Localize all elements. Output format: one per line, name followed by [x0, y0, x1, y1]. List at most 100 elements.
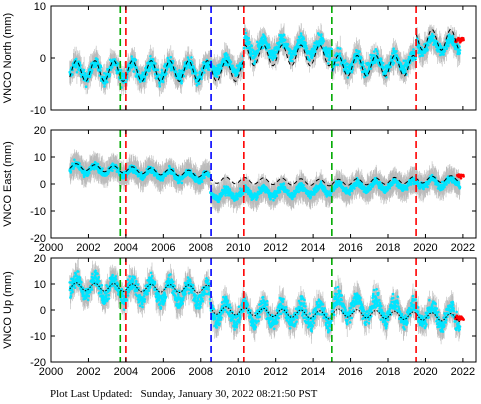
data-point: [310, 56, 314, 60]
data-point: [277, 47, 281, 50]
data-point: [250, 44, 253, 48]
data-point: [247, 36, 251, 40]
data-point: [458, 49, 462, 52]
data-point: [364, 69, 367, 73]
model-line-3: [331, 54, 417, 77]
data-point: [327, 58, 331, 62]
data-point: [381, 61, 385, 65]
model-line-2: [243, 44, 333, 67]
data-point: [102, 77, 106, 81]
data-point: [330, 47, 334, 51]
data-point: [438, 42, 442, 46]
data-point: [442, 53, 445, 56]
data-point: [130, 65, 134, 69]
data-point: [308, 59, 312, 62]
data-point: [143, 75, 147, 79]
data-point: [327, 62, 330, 65]
data-point: [220, 67, 223, 70]
error-bars: [69, 149, 461, 214]
data-point: [445, 47, 449, 50]
data-point: [282, 33, 286, 37]
data-point: [171, 59, 175, 63]
data-point: [165, 67, 169, 71]
data-point: [248, 45, 251, 49]
data-point: [147, 62, 151, 66]
data-point: [369, 67, 373, 70]
data-point: [182, 74, 186, 78]
data-point: [427, 44, 430, 47]
data-point: [443, 49, 447, 53]
data-point: [304, 41, 307, 45]
data-point: [261, 46, 265, 50]
data-point: [96, 58, 99, 61]
y-axis-label: VNCO North (mm): [2, 13, 14, 103]
data-point: [320, 33, 323, 36]
data-point: [75, 71, 79, 74]
data-point: [322, 40, 326, 43]
data-point: [113, 58, 117, 61]
data-point: [374, 48, 378, 51]
data-point: [78, 61, 82, 65]
data-point: [336, 63, 340, 67]
data-point: [109, 68, 112, 71]
data-point: [431, 32, 434, 36]
data-point: [271, 58, 275, 62]
data-point: [264, 37, 267, 41]
data-point: [286, 42, 290, 46]
data-point: [379, 57, 383, 61]
data-point: [338, 52, 342, 55]
data-point: [149, 55, 152, 58]
data-point: [355, 49, 358, 52]
data-point: [195, 71, 198, 75]
data-point: [253, 62, 256, 65]
data-point: [272, 56, 276, 60]
data-point: [121, 81, 125, 84]
data-point: [327, 47, 331, 50]
data-point: [105, 80, 109, 84]
data-point: [432, 34, 436, 38]
data-point: [334, 63, 338, 67]
data-point: [103, 85, 106, 88]
data-point: [328, 55, 332, 58]
data-point: [120, 72, 124, 75]
data-point: [186, 56, 190, 59]
data-point: [270, 56, 273, 60]
data-point: [203, 66, 207, 70]
data-point: [336, 46, 340, 50]
data-point: [151, 58, 155, 61]
data-point: [229, 60, 233, 64]
data-point: [197, 82, 201, 85]
data-point: [447, 42, 451, 45]
data-point: [298, 45, 302, 48]
data-point: [261, 36, 264, 39]
data-point: [82, 68, 86, 72]
data-point: [346, 76, 350, 79]
data-point: [366, 73, 369, 77]
data-point: [389, 55, 393, 58]
data-point: [392, 61, 396, 65]
data-point: [299, 32, 303, 35]
data-point: [362, 65, 365, 68]
data-point: [99, 68, 102, 72]
data-point: [165, 72, 168, 75]
data-point: [248, 40, 251, 44]
data-point: [178, 69, 181, 72]
data-point: [71, 73, 74, 76]
data-point: [119, 69, 123, 72]
data-point: [192, 66, 195, 69]
y-tick-label: -10: [30, 105, 46, 117]
data-point: [134, 75, 138, 78]
data-point: [200, 77, 203, 81]
data-point: [354, 60, 358, 63]
data-point: [283, 38, 287, 42]
data-point: [132, 70, 136, 73]
data-point: [389, 65, 392, 69]
recent-points: [454, 36, 465, 44]
data-point: [185, 66, 188, 69]
data-point: [267, 43, 271, 46]
data-point: [161, 80, 165, 84]
panel-2: 2000 2002 2004 2006 2008 2010 2012 2014 2016 2018…: [2, 125, 477, 254]
data-point: [291, 55, 294, 59]
data-point: [411, 59, 414, 62]
data-point: [74, 66, 78, 69]
